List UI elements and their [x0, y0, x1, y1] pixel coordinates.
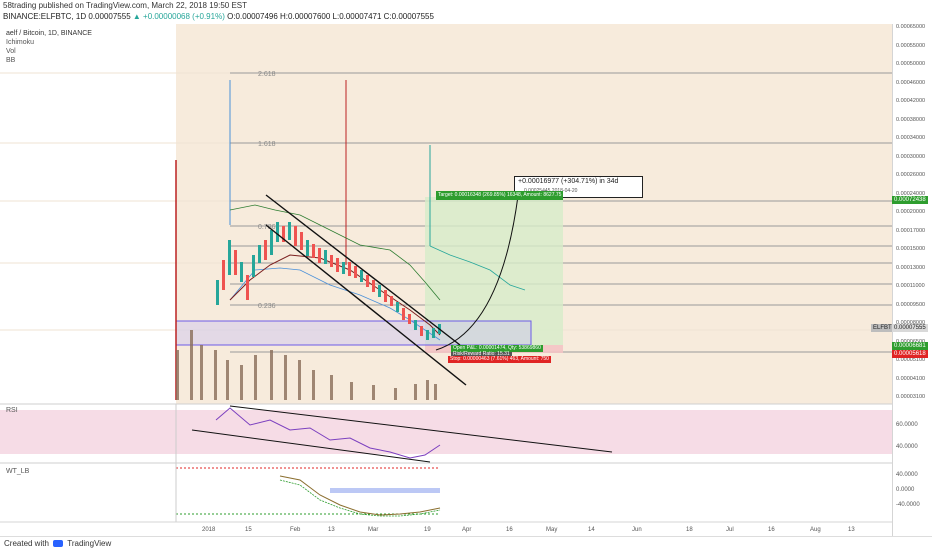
projection-line1: +0.00016977 (+304.71%) in 34d [518, 178, 619, 185]
price-tick: 0.00006500 [896, 339, 925, 345]
lagging-line [429, 245, 526, 291]
rsi-line [215, 407, 441, 459]
wt-tick: 40.0000 [896, 472, 918, 478]
time-tick: 13 [328, 527, 335, 533]
fib-label-1618: 1.618 [258, 141, 276, 148]
rsi-tick: 60.0000 [896, 422, 918, 428]
volume-bars [176, 330, 437, 400]
published-line: 58trading published on TradingView.com, … [3, 1, 248, 10]
time-tick: 16 [506, 527, 513, 533]
symbol-line: BINANCE:ELFBTC, 1D 0.00007555 ▲ +0.00000… [3, 12, 434, 21]
time-tick: 15 [245, 527, 252, 533]
price-tick: 0.00005100 [896, 357, 926, 363]
wt-line-1 [279, 475, 441, 516]
last-price-tag: 0.00007555 [892, 324, 928, 332]
price-tick: 0.00065000 [896, 24, 926, 30]
wt-tick: 0.0000 [896, 487, 915, 493]
rsi-trend-bottom [191, 429, 431, 463]
price-tick: 0.00030000 [896, 153, 926, 160]
stop-price-tag: 0.00005618 [892, 350, 928, 358]
price-tick: 0.00017000 [896, 227, 926, 234]
price-tick: 0.00055000 [896, 42, 926, 49]
price-tick: 0.00011000 [896, 283, 925, 289]
price-tick: 0.00026000 [896, 172, 926, 178]
footer-brand[interactable]: TradingView [67, 539, 112, 548]
footer-text: Created with TradingView [4, 539, 111, 548]
price-tick: 0.00009500 [896, 301, 926, 308]
time-tick: Jul [726, 527, 734, 533]
price-tick: 0.00042000 [896, 98, 926, 104]
ohlc-values: O:0.00007496 H:0.00007600 L:0.00007471 C… [227, 12, 434, 21]
time-tick: 14 [588, 527, 595, 533]
tradingview-logo-icon [53, 540, 64, 548]
indicator-bb[interactable]: BB [6, 57, 16, 64]
price-tick: 0.00020000 [896, 209, 926, 215]
price-tick: 0.00004100 [896, 375, 926, 382]
rsi-trend-top [229, 405, 613, 453]
price-tick: 0.00003100 [896, 394, 926, 400]
ichimoku-line [229, 254, 441, 336]
indicator-ichimoku[interactable]: Ichimoku [6, 39, 35, 46]
stop-label: Stop: 0.00000463 (7.61%) 463, Amount: 75… [448, 356, 551, 363]
symbol-tag: ELFBTC [871, 324, 899, 332]
symbol-name[interactable]: BINANCE:ELFBTC, 1D [3, 12, 87, 21]
time-tick: 19 [424, 527, 431, 533]
target-label: Target: 0.00016348 (269.85%) 16348, Amou… [436, 191, 564, 200]
time-tick: Apr [462, 527, 471, 533]
last-price: 0.00007555 [88, 12, 131, 21]
price-tick: 0.00024000 [896, 190, 926, 197]
fib-label-0236: 0.236 [258, 303, 276, 310]
time-tick: Jun [632, 527, 642, 533]
candles [216, 222, 441, 340]
time-tick: 18 [686, 527, 693, 533]
time-tick: Mar [368, 527, 378, 533]
indicator-title[interactable]: aelf / Bitcoin, 1D, BINANCE [6, 30, 92, 37]
time-tick: May [546, 527, 557, 533]
time-tick: 2018 [202, 527, 216, 533]
wt-tick: -40.0000 [896, 502, 920, 508]
target-price-tag: 0.00072438 [892, 196, 928, 204]
wt-line-2 [279, 479, 441, 517]
price-tick: 0.00046000 [896, 79, 926, 86]
time-tick: 13 [848, 527, 855, 533]
time-axis: 2018 15 Feb 13 Mar 19 Apr 16 May 14 Jun … [202, 527, 855, 533]
price-tick: 0.00015000 [896, 246, 926, 252]
fib-label-2618: 2.618 [258, 71, 276, 78]
time-tick: Feb [290, 527, 301, 533]
range-box [175, 320, 532, 346]
rsi-label[interactable]: RSI [6, 407, 18, 414]
rsi-tick: 40.0000 [896, 444, 918, 450]
main-chart[interactable]: 2.618 1.618 0.786 0.236 [0, 24, 892, 536]
footer: Created with TradingView [0, 536, 932, 551]
price-tick: 0.00013000 [896, 264, 926, 271]
channel-bottom [265, 224, 467, 386]
time-tick: 16 [768, 527, 775, 533]
footer-created: Created with [4, 539, 49, 548]
fib-label-0786: 0.786 [258, 224, 276, 231]
price-tick: 0.00034000 [896, 135, 926, 141]
projection-arrow [435, 195, 519, 351]
price-tick: 0.00038000 [896, 116, 926, 123]
bb-upper [229, 204, 441, 301]
price-tick: 0.00008000 [896, 320, 926, 326]
rr-ratio-label: Risk/Reward Ratio: 15.31 [451, 351, 512, 357]
time-tick: Aug [810, 527, 821, 533]
target-zone [425, 197, 563, 345]
indicator-vol[interactable]: Vol [6, 48, 16, 55]
entry-price-tag: 0.00006681 [892, 342, 928, 350]
wt-label[interactable]: WT_LB [6, 468, 30, 475]
price-tick: 0.00050000 [896, 61, 926, 67]
bb-lower [229, 267, 441, 341]
channel-top [265, 194, 461, 346]
open-pnl-label: Open P&L: 0.00001474, Qty: 53869860 [451, 345, 543, 352]
price-axis[interactable]: 0.00065000 0.00055000 0.00050000 0.00046000… [871, 24, 932, 536]
price-change: ▲ +0.00000068 (+0.91%) [132, 12, 225, 21]
